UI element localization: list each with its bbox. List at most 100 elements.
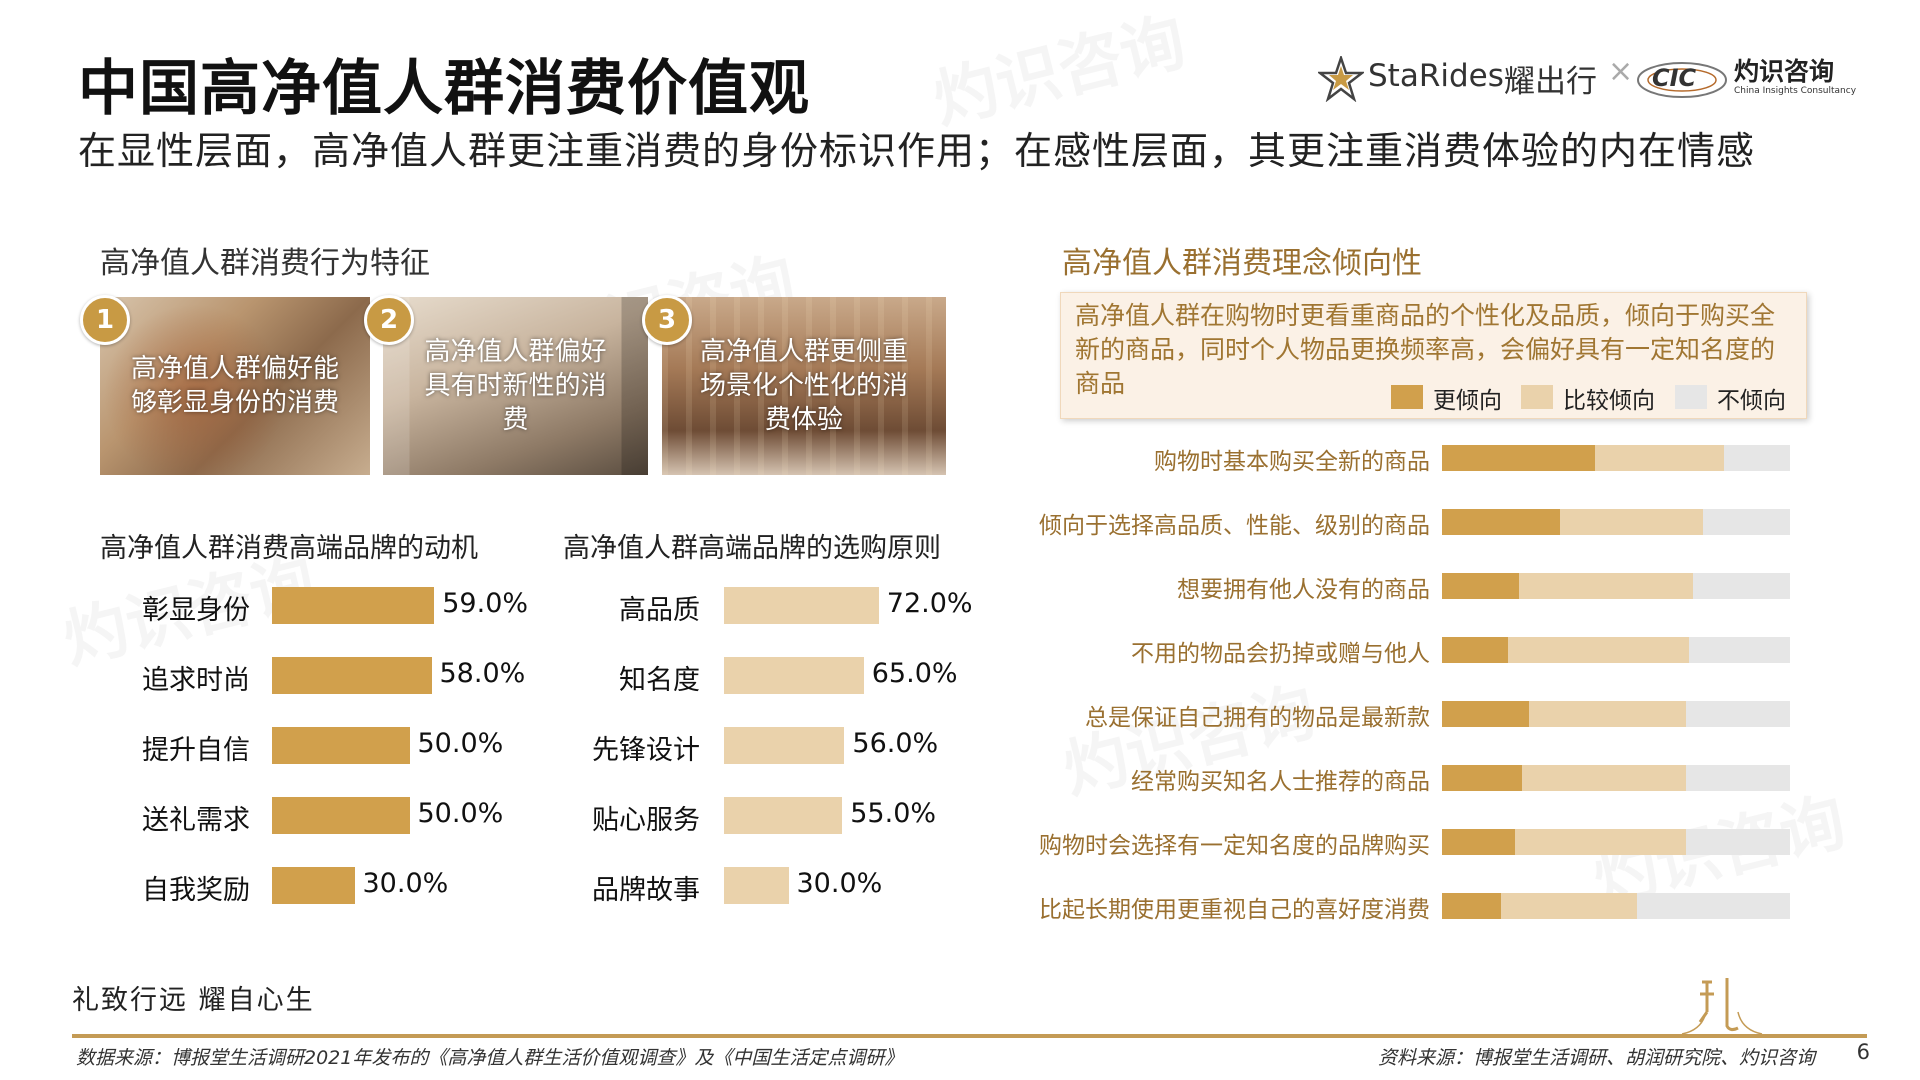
stacked-bar-segment [1501,893,1637,919]
bar-category-label: 自我奖励 [142,875,250,906]
stacked-category-label: 不用的物品会扔掉或赠与他人 [1131,641,1430,667]
stacked-bar-segment [1636,893,1790,919]
callout-text: 高净值人群在购物时更看重商品的个性化及品质，倾向于购买全新的商品，同时个人物品更… [1075,301,1776,398]
stacked-bar-segment [1442,445,1596,471]
stacked-bar-segment [1442,701,1529,727]
slogan: 礼致行远 耀自心生 [72,985,315,1016]
brand-emblem-icon [1681,978,1763,1035]
page-title: 中国高净值人群消费价值观 [78,54,810,124]
bar [724,727,845,764]
bar-category-label: 贴心服务 [592,805,700,836]
bar-category-label: 提升自信 [142,735,250,766]
bar [272,867,355,904]
stacked-bar-segment [1518,573,1693,599]
legend-label-strong: 更倾向 [1433,388,1502,414]
page-subtitle: 在显性层面，高净值人群更注重消费的身份标识作用；在感性层面，其更注重消费体验的内… [78,129,1756,173]
stacked-bar-segment [1529,701,1686,727]
stacked-bar-segment [1442,829,1516,855]
reference-source-note: 资料来源：博报堂生活调研、胡润研究院、灼识咨询 [1377,1047,1815,1069]
bar [724,797,843,834]
feature-caption: 高净值人群更侧重场景化个性化的消费体验 [699,337,908,435]
bar-category-label: 追求时尚 [142,665,250,696]
stacked-category-label: 总是保证自己拥有的物品是最新款 [1085,705,1430,731]
stacked-category-label: 购物时会选择有一定知名度的品牌购买 [1039,833,1430,859]
feature-caption: 高净值人群偏好能够彰显身份的消费 [130,354,339,418]
feature-card-3: 高净值人群更侧重场景化个性化的消费体验 [662,297,946,475]
bar-value-label: 72.0% [886,588,973,619]
bar-category-label: 彰显身份 [142,595,250,626]
bar-value-label: 50.0% [417,798,504,829]
number-badge-2: 2 [364,295,414,345]
legend-label-none: 不倾向 [1717,388,1786,414]
stacked-bar-segment [1685,765,1790,791]
chart-title-motivation: 高净值人群消费高端品牌的动机 [100,533,478,564]
number-badge-1: 1 [80,295,130,345]
bar-category-label: 送礼需求 [142,805,250,836]
stacked-category-label: 想要拥有他人没有的商品 [1177,577,1430,603]
section-title-tendency: 高净值人群消费理念倾向性 [1062,246,1422,281]
bar-value-label: 30.0% [362,868,449,899]
bar [272,657,432,694]
stacked-category-label: 倾向于选择高品质、性能、级别的商品 [1039,513,1430,539]
bar-value-label: 65.0% [871,658,958,689]
page-number: 6 [1856,1040,1870,1064]
feature-card-1: 高净值人群偏好能够彰显身份的消费 [100,297,370,475]
stacked-bar-segment [1442,637,1509,663]
bar [724,657,864,694]
stacked-bar-segment [1442,573,1519,599]
bar-value-label: 58.0% [439,658,526,689]
stacked-bar-segment [1703,509,1790,535]
bar-value-label: 30.0% [796,868,883,899]
stacked-bar-segment [1685,829,1790,855]
footer-divider [72,1034,1867,1038]
star-icon [1318,56,1364,102]
stacked-bar-segment [1508,637,1690,663]
section-title-behavior: 高净值人群消费行为特征 [100,246,430,281]
chart-title-principles: 高净值人群高端品牌的选购原则 [563,533,941,564]
bar [724,867,789,904]
bar-category-label: 先锋设计 [592,735,700,766]
stacked-category-label: 购物时基本购买全新的商品 [1154,449,1430,475]
bar [272,727,410,764]
bar-value-label: 55.0% [850,798,937,829]
stacked-category-label: 经常购买知名人士推荐的商品 [1131,769,1430,795]
cic-logo-text: CIC [1652,64,1697,92]
stacked-bar-segment [1689,637,1790,663]
stacked-category-label: 比起长期使用更重视自己的喜好度消费 [1039,897,1430,923]
stacked-bar-segment [1515,829,1686,855]
stacked-bar-segment [1692,573,1790,599]
stacked-bar-segment [1522,765,1686,791]
legend-label-moderate: 比较倾向 [1563,388,1655,414]
stacked-bar-segment [1595,445,1724,471]
starides-logo-cn: 耀出行 [1504,64,1597,100]
bar-value-label: 56.0% [852,728,939,759]
stacked-bar-segment [1685,701,1790,727]
legend-swatch-moderate [1521,385,1553,409]
legend-swatch-strong [1391,385,1423,409]
bar-value-label: 59.0% [442,588,529,619]
stacked-bar-segment [1560,509,1703,535]
bar [272,587,435,624]
legend-swatch-none [1675,385,1707,409]
bar-category-label: 知名度 [619,665,700,696]
cic-logo-cn: 灼识咨询 [1734,57,1835,86]
bar-value-label: 50.0% [417,728,504,759]
feature-card-2: 高净值人群偏好具有时新性的消费 [383,297,648,475]
data-source-note: 数据来源：博报堂生活调研2021年发布的《高净值人群生活价值观调查》及《中国生活… [76,1047,904,1069]
cic-logo-mark [1637,62,1727,98]
bar-category-label: 品牌故事 [592,875,700,906]
bar [724,587,879,624]
stacked-bar-segment [1723,445,1790,471]
insight-callout: 高净值人群在购物时更看重商品的个性化及品质，倾向于购买全新的商品，同时个人物品更… [1060,292,1807,419]
cross-icon: × [1608,54,1634,89]
feature-caption: 高净值人群偏好具有时新性的消费 [424,337,607,435]
cic-logo-en: China Insights Consultancy [1734,86,1857,96]
stacked-bar-segment [1442,765,1523,791]
brand-logos: StaRides 耀出行 × CIC 灼识咨询 China Insights C… [1318,50,1856,110]
bar [272,797,410,834]
number-badge-3: 3 [642,295,692,345]
stacked-bar-segment [1442,509,1561,535]
bar-category-label: 高品质 [619,595,700,626]
stacked-bar-segment [1442,893,1502,919]
starides-logo-text: StaRides [1368,58,1504,94]
